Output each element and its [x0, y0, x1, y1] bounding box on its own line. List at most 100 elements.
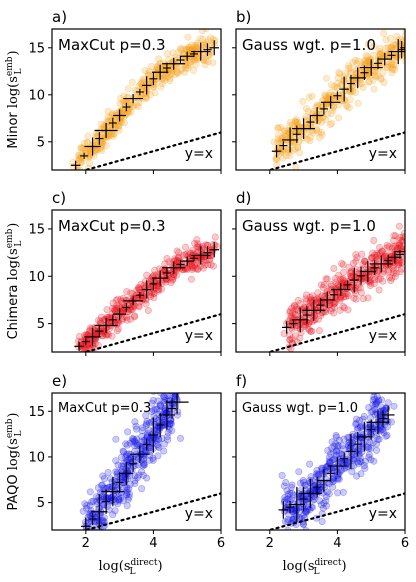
- data-point: [280, 498, 288, 506]
- data-point: [371, 73, 379, 81]
- data-point: [149, 432, 157, 440]
- data-point: [124, 428, 132, 436]
- data-point: [207, 261, 215, 269]
- data-point: [361, 464, 369, 472]
- data-point: [366, 281, 374, 289]
- data-point: [96, 533, 102, 539]
- data-point: [76, 332, 84, 340]
- data-point: [369, 76, 377, 84]
- data-point: [367, 444, 375, 452]
- data-point: [205, 37, 213, 45]
- data-point: [322, 116, 330, 124]
- data-point: [373, 410, 381, 418]
- data-point: [353, 432, 361, 440]
- data-point: [210, 240, 218, 248]
- data-point: [91, 339, 99, 347]
- data-point: [333, 84, 341, 92]
- data-point: [161, 377, 167, 383]
- data-point: [211, 37, 219, 45]
- data-point: [194, 47, 202, 55]
- data-point: [77, 144, 85, 152]
- data-point: [136, 298, 144, 306]
- data-point: [397, 237, 405, 245]
- data-point: [373, 251, 381, 259]
- data-point: [154, 62, 162, 70]
- plot-area: [74, 233, 221, 352]
- data-point: [395, 242, 403, 250]
- data-point: [151, 405, 159, 413]
- data-point: [155, 416, 163, 424]
- data-point: [151, 89, 159, 97]
- data-point: [178, 65, 186, 73]
- data-point: [146, 91, 154, 99]
- data-point: [94, 131, 102, 139]
- data-point: [173, 247, 181, 255]
- data-point: [353, 254, 361, 262]
- data-point: [334, 79, 342, 87]
- data-point: [127, 315, 135, 323]
- data-point: [135, 303, 143, 311]
- data-point: [326, 458, 334, 466]
- data-point: [326, 300, 334, 308]
- data-point: [283, 495, 291, 503]
- data-point: [315, 134, 323, 142]
- data-point: [84, 138, 92, 146]
- data-point: [296, 149, 304, 157]
- data-point: [292, 163, 300, 170]
- data-point: [80, 139, 88, 147]
- data-point: [131, 472, 139, 480]
- data-point: [308, 292, 316, 300]
- data-point: [111, 305, 119, 313]
- data-point: [285, 331, 293, 339]
- data-point: [382, 44, 390, 52]
- data-point: [308, 327, 316, 335]
- data-point: [326, 88, 334, 96]
- data-point: [75, 156, 83, 164]
- data-point: [104, 483, 112, 491]
- data-point: [375, 250, 383, 258]
- data-point: [143, 438, 151, 446]
- reference-line-label: y=x: [369, 146, 397, 162]
- data-point: [396, 258, 404, 266]
- data-point: [329, 478, 337, 486]
- data-point: [115, 319, 123, 327]
- data-point: [348, 79, 356, 87]
- data-point: [182, 64, 190, 72]
- data-point: [97, 145, 105, 153]
- plot-area: [265, 222, 405, 352]
- data-point: [302, 131, 310, 139]
- data-point: [162, 74, 170, 82]
- data-point: [102, 533, 108, 539]
- data-point: [113, 121, 121, 129]
- data-point: [380, 429, 388, 437]
- data-point: [103, 313, 111, 321]
- data-point: [122, 475, 130, 483]
- panel-title: Gauss wgt. p=1.0: [242, 401, 358, 416]
- y-axis-label: Minor log(sembL): [5, 50, 24, 148]
- data-point: [294, 143, 302, 151]
- data-point: [123, 288, 131, 296]
- data-point: [406, 41, 412, 47]
- data-point: [373, 250, 381, 258]
- data-point: [353, 472, 361, 480]
- data-point: [270, 138, 278, 146]
- data-point: [322, 497, 330, 505]
- data-point: [375, 286, 383, 294]
- y-tick-label: 5: [37, 135, 45, 150]
- data-point: [177, 46, 185, 54]
- panel-label: b): [236, 8, 251, 26]
- data-point: [161, 394, 169, 402]
- data-point: [333, 447, 341, 455]
- data-point: [164, 393, 172, 399]
- data-point: [326, 98, 334, 106]
- data-point: [166, 393, 174, 399]
- data-point: [292, 115, 300, 123]
- data-point: [390, 402, 398, 410]
- data-point: [164, 397, 172, 405]
- y-tick-label: 15: [28, 222, 45, 237]
- data-point: [213, 243, 221, 251]
- data-point: [335, 436, 343, 444]
- data-point: [98, 481, 106, 489]
- data-point: [324, 446, 332, 454]
- data-point: [189, 264, 197, 272]
